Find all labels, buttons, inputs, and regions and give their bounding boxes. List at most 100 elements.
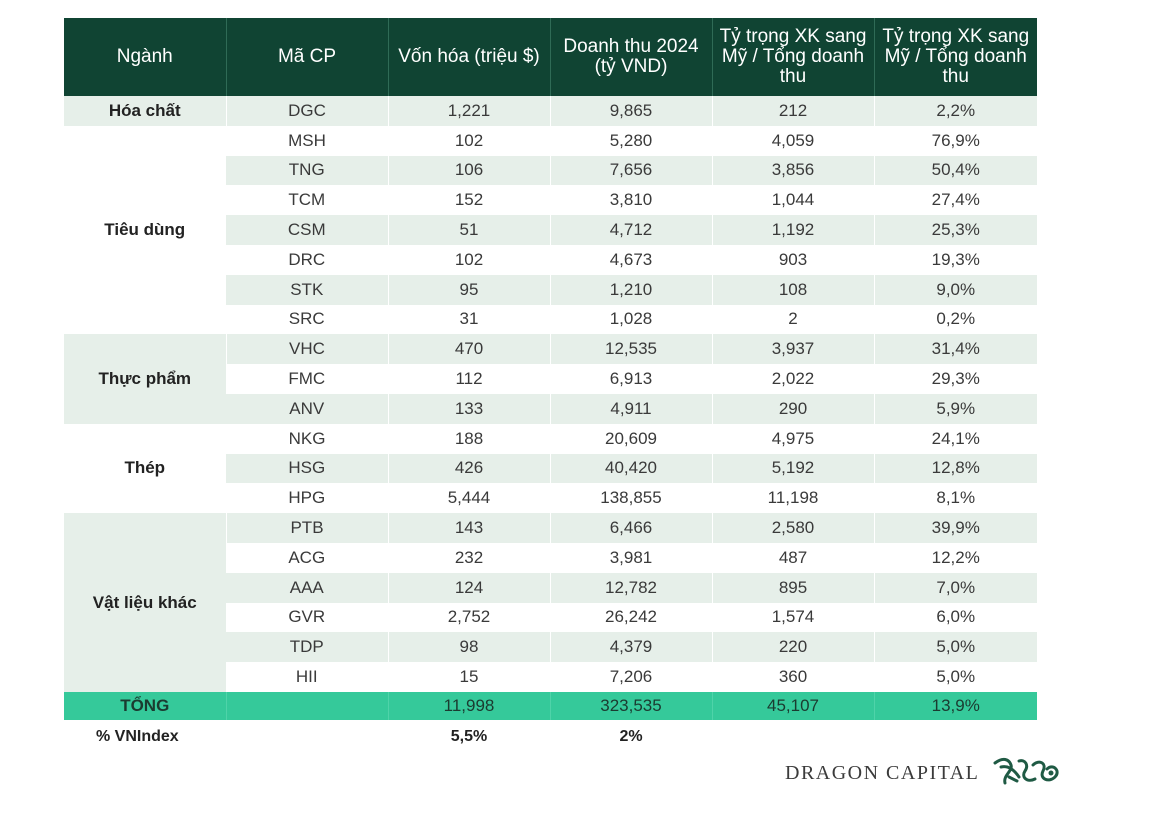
export-cell: 1,192 [711,215,874,245]
revenue-cell: 3,810 [549,185,712,216]
ticker-cell: STK [226,274,388,305]
cap-cell: 112 [387,364,550,394]
brand-footer: DRAGON CAPITAL [785,748,1069,798]
share-cell: 0,2% [873,304,1037,335]
table-row: Thực phẩm VHC 470 12,535 3,937 31,4% [64,334,1037,424]
cap-cell: 426 [387,453,550,484]
table-row: HII 15 7,206 360 5,0% [64,662,1037,692]
ticker-cell: FMC [288,369,326,389]
revenue-cell: 1,028 [549,304,712,335]
table-row: HPG 5,444 138,855 11,198 8,1% [64,483,1037,514]
share-cell: 24,1% [873,423,1037,454]
ticker-cell: TNG [226,155,388,186]
ticker-cell: PTB [225,513,388,543]
cap-cell: 188 [387,423,550,454]
table-header: Ngành Mã CP Vốn hóa (triệu $) Doanh thu … [64,18,1037,96]
ticker-cell: GVR [288,607,326,627]
total-revenue-cell: 323,535 [549,691,712,720]
vnindex-label: % VNIndex [64,719,226,754]
share-cell: 5,9% [873,393,1037,424]
ticker-cell: HPG [288,488,326,508]
table-row: Vật liệu khác PTB 143 6,466 2,580 39,9% [64,513,1037,692]
export-cell: 290 [711,393,874,424]
header-us-export: Tỷ trọng XK sang Mỹ / Tổng doanh thu [711,18,874,96]
stock-table: Ngành Mã CP Vốn hóa (triệu $) Doanh thu … [64,18,1037,754]
share-cell: 76,9% [873,125,1037,156]
table-row: HSG 426 40,420 5,192 12,8% [64,453,1037,484]
total-label-cell: TỔNG [64,691,226,720]
table-row: FMC 112 6,913 2,022 29,3% [64,364,1037,394]
table-row: SRC 31 1,028 2 0,2% [64,304,1037,335]
export-cell: 2 [711,304,874,335]
revenue-cell: 4,379 [549,632,712,663]
table-row: ANV 133 4,911 290 5,9% [64,393,1037,424]
cap-cell: 5,444 [387,483,550,514]
table-row: Hóa chất DGC 1,221 9,865 212 2,2% [64,96,1037,126]
cap-cell: 51 [387,215,550,245]
table-row: AAA 124 12,782 895 7,0% [64,572,1037,603]
ticker-cell: CSM [226,215,388,245]
export-cell: 11,198 [711,483,874,514]
cap-cell: 1,221 [387,96,550,126]
table-row: CSM 51 4,712 1,192 25,3% [64,215,1037,245]
ticker-cell: SRC [288,309,325,329]
export-cell: 5,192 [711,453,874,484]
sector-cell: Vật liệu khác [64,513,226,692]
share-cell: 5,0% [873,662,1037,692]
export-cell: 1,044 [711,185,874,216]
brand-name: DRAGON CAPITAL [785,761,980,784]
ticker-cell: HII [295,667,318,687]
share-cell: 12,8% [873,453,1037,484]
sector-cell: Thép [64,423,226,514]
table-row: Thép NKG 188 20,609 4,975 24,1% [64,423,1037,514]
revenue-cell: 6,913 [549,364,712,394]
revenue-cell: 138,855 [549,483,712,514]
ticker-cell: ACG [288,547,326,567]
revenue-cell: 6,466 [549,513,712,543]
table-row: GVR 2,752 26,242 1,574 6,0% [64,602,1037,633]
share-cell: 39,9% [873,513,1037,543]
ticker-cell: VHC [225,334,388,365]
revenue-cell: 4,712 [549,215,712,245]
table-row: Tiêu dùng MSH 102 5,280 4,059 76,9% [64,125,1037,335]
ticker-cell: HSG [226,453,388,484]
revenue-cell: 7,656 [549,155,712,186]
revenue-cell: 1,210 [549,274,712,305]
share-cell: 25,3% [873,215,1037,245]
revenue-cell: 12,782 [549,572,712,603]
revenue-cell: 20,609 [549,423,712,454]
header-row: Ngành Mã CP Vốn hóa (triệu $) Doanh thu … [64,18,1037,96]
export-cell: 360 [711,662,874,692]
revenue-cell: 40,420 [549,453,712,484]
share-cell: 2,2% [873,96,1037,126]
cap-cell: 232 [387,542,550,573]
export-cell: 903 [711,244,874,275]
total-row: TỔNG 11,998 323,535 45,107 13,9% [64,691,1037,720]
revenue-cell: 12,535 [549,334,712,365]
share-cell: 19,3% [873,244,1037,275]
header-market-cap: Vốn hóa (triệu $) [387,18,550,96]
export-cell: 2,580 [711,513,874,543]
sector-cell: Hóa chất [64,96,226,126]
cap-cell: 102 [387,244,550,275]
table-row: TDP 98 4,379 220 5,0% [64,632,1037,663]
share-cell: 7,0% [873,572,1037,603]
cap-cell: 31 [387,304,550,335]
export-cell: 108 [711,274,874,305]
ticker-cell: DGC [225,96,388,126]
cap-cell: 143 [387,513,550,543]
vnindex-cap-cell: 5,5% [387,719,550,754]
revenue-cell: 7,206 [549,662,712,692]
ticker-cell: DRC [288,249,326,269]
stock-table-container: Ngành Mã CP Vốn hóa (triệu $) Doanh thu … [64,18,1037,754]
share-cell: 31,4% [873,334,1037,365]
cap-cell: 152 [387,185,550,216]
share-cell: 50,4% [873,155,1037,186]
revenue-cell: 4,673 [549,244,712,275]
header-sector: Ngành [64,18,226,96]
export-cell: 895 [711,572,874,603]
table-row: ACG 232 3,981 487 12,2% [64,542,1037,573]
total-cap-cell: 11,998 [387,691,550,720]
export-cell: 212 [711,96,874,126]
cap-cell: 15 [387,662,550,692]
